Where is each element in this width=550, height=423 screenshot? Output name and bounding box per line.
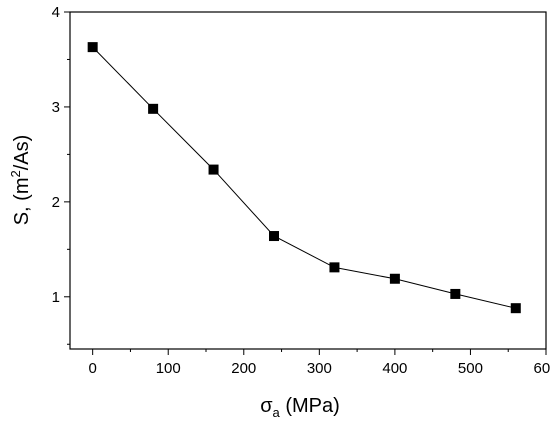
x-tick-label: 500: [458, 360, 483, 377]
series-line: [92, 46, 516, 309]
data-point: [87, 42, 98, 53]
x-tick-label: 300: [307, 360, 332, 377]
data-point: [329, 262, 340, 273]
x-tick-label: 400: [382, 360, 407, 377]
x-axis-label: σa (MPa): [260, 395, 340, 420]
data-point: [389, 273, 400, 284]
x-tick-label: 200: [231, 360, 256, 377]
ticks: [64, 11, 547, 355]
data-point: [510, 303, 521, 314]
y-tick-label: 4: [52, 4, 60, 21]
data-point: [269, 231, 279, 242]
x-tick-label: 0: [88, 360, 96, 377]
x-tick-labels: 0 100 200 300 400 500 600: [88, 360, 550, 377]
x-tick-label: 100: [156, 360, 181, 377]
y-axis-label: S, (m2/As): [8, 135, 33, 226]
data-point: [148, 103, 159, 114]
y-tick-label: 1: [52, 289, 60, 306]
plot-frame: [69, 11, 547, 350]
x-tick-label: 600: [533, 360, 550, 377]
data-point: [208, 164, 219, 175]
data-points: [87, 42, 521, 314]
y-tick-label: 3: [52, 99, 60, 116]
data-point: [450, 288, 461, 299]
y-tick-label: 2: [52, 194, 60, 211]
y-tick-labels: 1 2 3 4: [52, 4, 60, 306]
